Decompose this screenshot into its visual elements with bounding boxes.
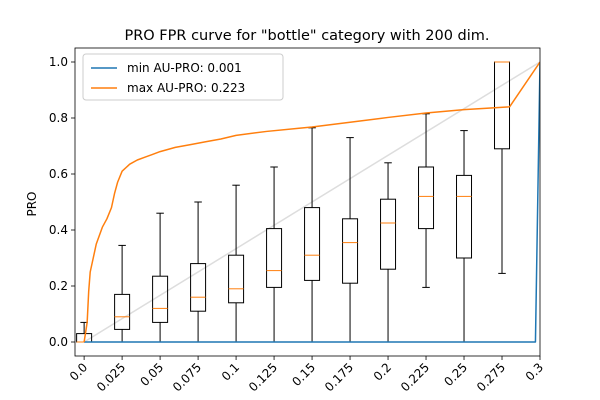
boxplot-9 bbox=[418, 113, 435, 288]
boxplot-box bbox=[228, 254, 245, 304]
boxplot-box bbox=[266, 228, 283, 288]
boxplot-box bbox=[456, 174, 473, 259]
y-tick-label: 1.0 bbox=[49, 55, 68, 69]
boxplot-2 bbox=[152, 212, 169, 343]
y-axis-label: PRO bbox=[25, 191, 39, 216]
boxplot-box bbox=[114, 293, 131, 330]
boxplot-box bbox=[380, 198, 397, 270]
boxplot-4 bbox=[228, 184, 245, 343]
series-line-0 bbox=[84, 61, 540, 343]
y-tick-label: 0.4 bbox=[49, 223, 68, 237]
legend: min AU-PRO: 0.001 max AU-PRO: 0.223 bbox=[82, 53, 284, 101]
y-tick-label: 0.6 bbox=[49, 167, 68, 181]
boxplot-8 bbox=[380, 162, 397, 343]
boxplot-box bbox=[152, 275, 169, 323]
chart-title: PRO FPR curve for "bottle" category with… bbox=[124, 28, 489, 44]
boxplot-11 bbox=[494, 61, 511, 274]
y-tick-label: 0.8 bbox=[49, 111, 68, 125]
y-tick-label: 0.0 bbox=[49, 335, 68, 349]
legend-label-1: max AU-PRO: 0.223 bbox=[127, 81, 245, 95]
boxplot-box bbox=[342, 218, 359, 284]
legend-label-0: min AU-PRO: 0.001 bbox=[127, 61, 242, 75]
series-line-1 bbox=[83, 61, 540, 343]
legend-box bbox=[82, 53, 284, 101]
boxplot-box bbox=[190, 263, 207, 312]
plot-data-layer bbox=[76, 61, 540, 343]
axes-frame bbox=[74, 47, 541, 357]
boxplot-box bbox=[304, 207, 321, 281]
y-tick-label: 0.2 bbox=[49, 279, 68, 293]
boxplot-3 bbox=[190, 201, 207, 343]
boxplot-box bbox=[418, 166, 435, 230]
